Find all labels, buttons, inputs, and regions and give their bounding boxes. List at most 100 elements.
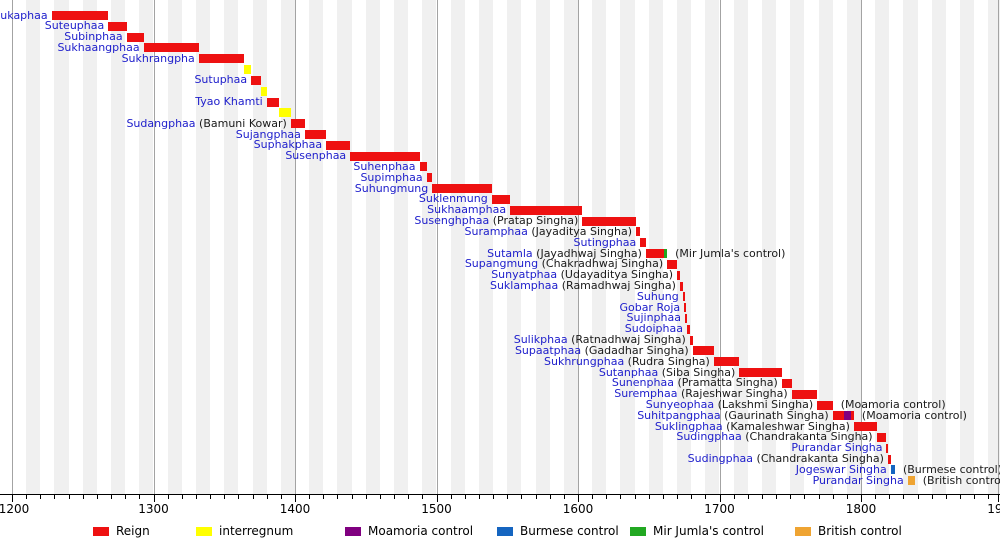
minor-tick — [988, 495, 990, 499]
king-name: Suhitpangphaa — [637, 408, 721, 422]
minor-tick — [125, 495, 127, 499]
burmese-bar — [890, 465, 895, 475]
century-gridline — [578, 0, 579, 494]
control-note: (Moamoria control) — [840, 398, 946, 412]
king-title-paren: (Chandrakanta Singha) — [753, 452, 884, 466]
king-name-label: Susenphaa — [285, 150, 346, 162]
legend-item-moamoria: Moamoria control — [345, 523, 473, 539]
reign-bar — [713, 357, 740, 367]
plot-area: SukaphaaSuteuphaaSubinphaaSukhaangphaaSu… — [0, 0, 1000, 494]
reign-bar — [51, 11, 109, 20]
king-name: Suhung — [636, 289, 679, 303]
reign-bar — [886, 443, 889, 453]
king-title-paren: (Rudra Singha) — [624, 354, 710, 368]
x-axis-line — [0, 494, 1000, 495]
reign-bar — [686, 324, 690, 334]
king-title-paren: (Siba Singha) — [658, 365, 736, 379]
minor-tick — [804, 495, 806, 499]
king-name: Supimphaa — [360, 170, 423, 184]
king-name: Sunyatphaa — [491, 268, 558, 282]
king-name-label: Sudingphaa (Chandrakanta Singha) — [676, 431, 872, 443]
reign-bar — [817, 400, 833, 410]
minor-tick — [68, 495, 70, 499]
king-name-label: Susenghphaa (Pratap Singha) — [414, 215, 578, 227]
king-name-label: Supaatphaa (Gadadhar Singha) — [515, 343, 689, 357]
minor-tick — [238, 495, 240, 499]
legend-item-british: British control — [795, 523, 902, 539]
major-tick — [861, 495, 862, 502]
axis-tick-label: 1400 — [279, 502, 311, 516]
reign-bar — [143, 43, 199, 53]
king-name-label: Suphakphaa — [254, 139, 322, 151]
legend-item-interregnum: interregnum — [196, 523, 293, 539]
minor-tick — [111, 495, 113, 499]
decade-stripe — [111, 0, 126, 494]
king-name: Sukhaamphaa — [427, 203, 507, 217]
minor-tick — [464, 495, 466, 499]
decade-stripe — [903, 0, 918, 494]
king-name-label: Supangmung (Chakradhwaj Singha) — [465, 258, 663, 270]
minor-tick — [846, 495, 848, 499]
legend-item-mir_jumla: Mir Jumla's control — [630, 523, 764, 539]
minor-tick — [493, 495, 495, 499]
king-name: Suteuphaa — [44, 19, 105, 33]
legend: Reign interregnum Moamoria control Burmese … — [0, 523, 1000, 541]
minor-tick — [351, 495, 353, 499]
king-name-label: Tyao Khamti — [195, 96, 263, 108]
decade-stripe — [139, 0, 154, 494]
mir_jumla-swatch — [630, 526, 646, 536]
king-name-label: Suhenphaa — [353, 160, 415, 173]
king-title-paren: (Gadadhar Singha) — [581, 343, 689, 357]
minor-tick — [606, 495, 608, 499]
king-name: Sujinphaa — [626, 311, 681, 325]
minor-tick — [54, 495, 56, 499]
major-tick — [295, 495, 296, 502]
burmese-swatch — [497, 526, 513, 536]
minor-tick — [507, 495, 509, 499]
king-name: Purandar Singha — [812, 473, 904, 487]
minor-tick — [521, 495, 523, 499]
century-gridline — [12, 0, 13, 494]
king-name-label: Gobar Roja — [619, 301, 680, 314]
decade-stripe — [224, 0, 239, 494]
legend-label: Burmese control — [520, 524, 619, 538]
reign-bar — [640, 238, 646, 248]
century-gridline — [998, 0, 999, 494]
minor-tick — [323, 495, 325, 499]
king-name: Sutamla — [487, 246, 533, 260]
major-tick — [436, 495, 438, 502]
king-name: Sudoiphaa — [624, 322, 683, 336]
king-name: Suhungmung — [354, 181, 429, 195]
legend-label: Mir Jumla's control — [653, 524, 764, 538]
interregnum-bar — [261, 86, 267, 96]
king-name-label: Suhungmung — [354, 181, 429, 195]
decade-stripe — [280, 0, 295, 494]
decade-stripe — [960, 0, 975, 494]
king-name: Suremphaa — [614, 387, 678, 401]
minor-tick — [875, 495, 877, 499]
century-gridline — [295, 0, 296, 494]
reign-bar — [684, 303, 687, 313]
reign-bar — [491, 194, 511, 204]
king-title-paren: (Rajeshwar Singha) — [677, 387, 788, 401]
king-name-label: Sukhaangphaa — [57, 41, 139, 54]
reign-bar — [426, 173, 433, 183]
king-name: Sudangphaa — [126, 116, 196, 130]
king-name: Jogeswar Singha — [795, 462, 887, 476]
axis-tick-label: 1700 — [704, 502, 735, 516]
decade-stripe — [26, 0, 41, 494]
legend-item-reign: Reign — [93, 523, 150, 539]
king-name: Sukaphaa — [0, 8, 48, 22]
king-name-label: Sukhrangpha — [122, 52, 195, 65]
king-name-label: Sulikphaa (Ratnadhwaj Singha) — [514, 334, 686, 346]
king-title-paren: (Kamaleshwar Singha) — [722, 419, 850, 433]
king-name-label: Suremphaa (Rajeshwar Singha) — [614, 388, 787, 400]
decade-stripe — [507, 0, 522, 494]
minor-tick — [195, 495, 197, 499]
king-name-label: Sukhrungphaa (Rudra Singha) — [544, 354, 710, 368]
minor-tick — [960, 495, 962, 499]
minor-tick — [478, 495, 480, 499]
decade-stripe — [988, 0, 1000, 494]
decade-stripe — [365, 0, 380, 494]
